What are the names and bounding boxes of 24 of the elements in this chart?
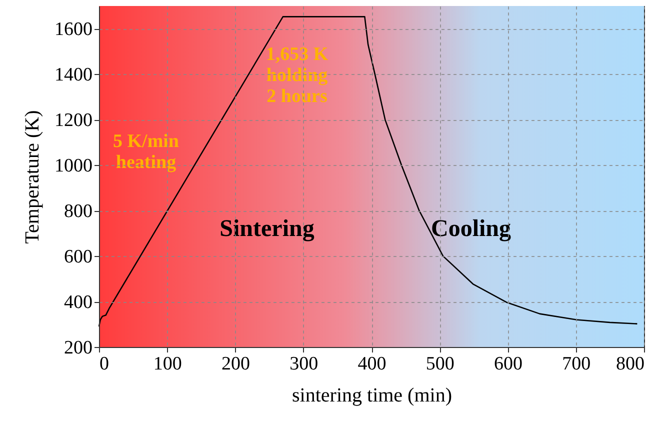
annotation: Cooling <box>430 216 512 242</box>
annotation: 1,653 K holding 2 hours <box>266 44 328 107</box>
y-tick-label: 1400 <box>54 64 92 86</box>
y-tick-label: 1000 <box>54 156 92 177</box>
x-axis-title: sintering time (min) <box>292 384 452 406</box>
x-tick-label: 500 <box>426 354 454 374</box>
y-tick-label: 800 <box>64 201 92 222</box>
x-tick-label: 400 <box>358 354 386 374</box>
y-tick-label: 400 <box>64 292 92 314</box>
y-tick-label: 200 <box>64 338 92 358</box>
y-axis-title: Temperature (K) <box>22 110 44 244</box>
x-tick-label: 600 <box>494 354 522 374</box>
annotation: Sintering <box>220 216 314 242</box>
y-tick-label: 1600 <box>54 19 92 40</box>
x-tick-label: 300 <box>290 354 318 374</box>
y-tick-label: 600 <box>64 246 92 268</box>
line-series <box>98 16 638 328</box>
x-tick-label: 800 <box>616 354 644 374</box>
x-tick-label: 200 <box>222 354 250 374</box>
y-tick-label: 1200 <box>54 110 92 132</box>
x-tick-label: 0 <box>100 354 109 374</box>
x-tick-label: 700 <box>562 354 591 374</box>
x-tick-label: 100 <box>153 354 182 374</box>
annotation: 5 K/min heating <box>113 131 180 173</box>
